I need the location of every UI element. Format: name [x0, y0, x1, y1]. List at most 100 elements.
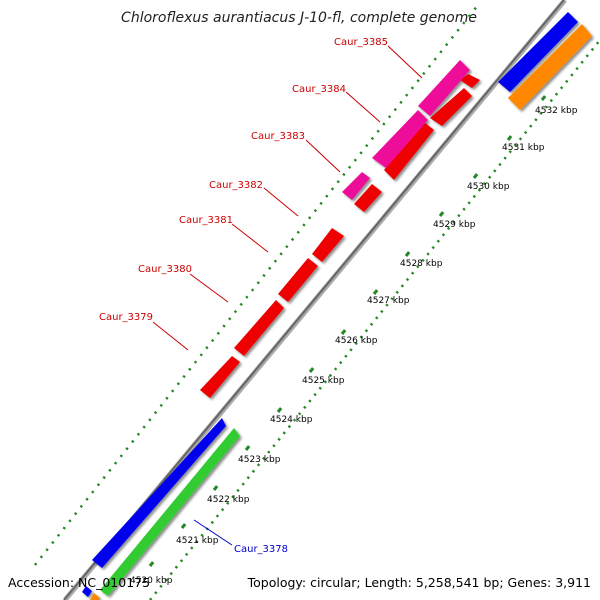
- scale-major-tick: [212, 485, 219, 491]
- scale-label: 4522 kbp: [207, 495, 250, 505]
- scale-major-tick: [372, 289, 379, 295]
- scale-minor-tick: [164, 578, 168, 582]
- scale-minor-tick: [508, 150, 512, 154]
- gene-arrow-caur-3379[interactable]: [200, 356, 240, 398]
- scale-minor-tick: [184, 552, 189, 557]
- scale-major-tick: [540, 95, 547, 101]
- gene-features: [82, 12, 592, 600]
- gene-label-caur-3383[interactable]: Caur_3383: [251, 131, 305, 142]
- gene-arrow-caur-3384[interactable]: [384, 122, 434, 180]
- scale-minor-tick: [457, 213, 461, 218]
- scale-label: 4529 kbp: [433, 220, 476, 230]
- scale-label: 4528 kbp: [400, 259, 443, 269]
- scale-minor-tick: [282, 431, 286, 435]
- cds-arrow-pink-2[interactable]: [372, 110, 428, 168]
- scale-minor-tick: [195, 539, 199, 544]
- scale-label: 4523 kbp: [238, 455, 281, 465]
- gene-arrow-red-small[interactable]: [460, 74, 480, 88]
- scale-major-tick: [404, 251, 411, 257]
- scale-minor-tick: [226, 501, 230, 505]
- scale-minor-tick: [529, 124, 533, 128]
- scale-minor-tick: [241, 482, 245, 486]
- scale-major-tick: [180, 523, 187, 529]
- scale-minor-tick: [297, 412, 302, 416]
- scale-minor-tick: [436, 239, 440, 243]
- scale-minor-tick: [498, 162, 502, 167]
- scale-minor-tick: [523, 130, 528, 135]
- genome-summary-text: Topology: circular; Length: 5,258,541 bp…: [247, 575, 591, 590]
- scale-minor-tick: [585, 54, 589, 58]
- gene-arrow-blue-right[interactable]: [498, 12, 578, 92]
- gene-arrow-caur-3382[interactable]: [312, 228, 344, 262]
- scale-minor-tick: [575, 66, 579, 71]
- scale-minor-tick: [190, 546, 194, 550]
- scale-minor-tick: [215, 514, 220, 518]
- gene-label-caur-3380[interactable]: Caur_3380: [138, 264, 192, 275]
- scale-minor-tick: [395, 290, 399, 294]
- scale-minor-tick: [390, 297, 394, 301]
- scale-tick-track: [148, 41, 600, 600]
- gene-arrow-blue-tiny[interactable]: [82, 586, 92, 597]
- scale-minor-tick: [421, 258, 425, 263]
- scale-minor-tick: [472, 194, 476, 199]
- gene-label-caur-3378[interactable]: Caur_3378: [234, 544, 288, 555]
- scale-minor-tick: [339, 360, 343, 365]
- scale-minor-tick: [354, 341, 358, 346]
- scale-minor-tick: [462, 207, 466, 211]
- scale-minor-tick: [262, 456, 266, 461]
- cds-arrow-pink-3[interactable]: [418, 60, 470, 116]
- gene-arrow-caur-3381[interactable]: [278, 258, 318, 302]
- scale-label: 4530 kbp: [467, 182, 510, 192]
- scale-minor-tick: [570, 73, 574, 77]
- scale-major-tick: [438, 211, 445, 217]
- gene-label-caur-3379[interactable]: Caur_3379: [99, 312, 153, 323]
- scale-minor-tick: [554, 92, 559, 96]
- gene-label-caur-3381[interactable]: Caur_3381: [179, 215, 233, 226]
- scale-minor-tick: [385, 303, 389, 307]
- scale-minor-tick: [467, 201, 471, 205]
- scale-major-tick: [148, 561, 155, 567]
- gene-arrow-green[interactable]: [100, 428, 240, 596]
- scale-minor-tick: [493, 169, 497, 173]
- cds-arrow-pink-1[interactable]: [342, 172, 370, 200]
- scale-minor-tick: [559, 86, 564, 90]
- outer-tick-track: [34, 4, 479, 566]
- gene-arrow-caur-3385[interactable]: [430, 88, 472, 126]
- scale-minor-tick: [246, 476, 250, 480]
- scale-minor-tick: [292, 418, 297, 422]
- map-title: Chloroflexus aurantiacus J-10-fl, comple…: [121, 10, 477, 26]
- gene-arrow-blue-left[interactable]: [92, 418, 226, 568]
- scale-minor-tick: [513, 143, 518, 147]
- scale-minor-tick: [503, 156, 507, 160]
- gene-arrow-caur-3380[interactable]: [234, 300, 284, 356]
- scale-major-tick: [276, 407, 283, 413]
- scale-minor-tick: [159, 584, 163, 588]
- scale-minor-tick: [323, 380, 327, 384]
- scale-minor-tick: [344, 354, 348, 358]
- scale-minor-tick: [267, 450, 271, 454]
- scale-label: 4520 kbp: [130, 576, 173, 586]
- scale-minor-tick: [256, 463, 261, 467]
- scale-minor-tick: [364, 329, 369, 333]
- scale-label: 4524 kbp: [270, 415, 313, 425]
- gene-label-caur-3382[interactable]: Caur_3382: [209, 180, 263, 191]
- scale-minor-tick: [231, 495, 235, 499]
- scale-minor-tick: [169, 571, 173, 576]
- gene-arrow-orange-left[interactable]: [90, 593, 100, 600]
- scale-labels: 4520 kbp 4521 kbp 4522 kbp 4523 kbp 4524…: [130, 106, 578, 586]
- scale-label: 4532 kbp: [535, 106, 578, 116]
- scale-minor-tick: [482, 182, 487, 186]
- scale-minor-tick: [452, 220, 456, 224]
- gene-label-caur-3384[interactable]: Caur_3384: [292, 84, 346, 95]
- gene-arrow-caur-3383[interactable]: [354, 184, 382, 212]
- scale-minor-tick: [431, 245, 435, 250]
- scale-minor-tick: [488, 175, 492, 179]
- scale-label: 4525 kbp: [302, 376, 345, 386]
- gene-label-caur-3385[interactable]: Caur_3385: [334, 37, 388, 48]
- gene-arrow-orange-right[interactable]: [508, 24, 592, 110]
- scale-major-tick: [244, 445, 251, 451]
- scale-minor-tick: [580, 60, 584, 64]
- scale-minor-tick: [154, 591, 158, 595]
- scale-minor-tick: [595, 41, 600, 45]
